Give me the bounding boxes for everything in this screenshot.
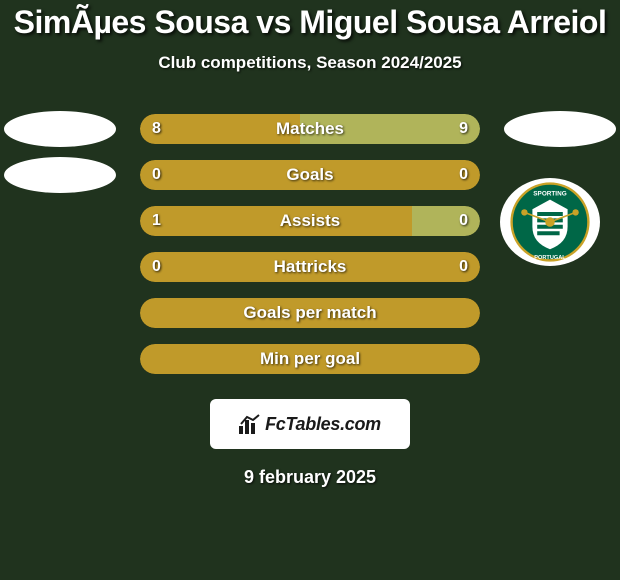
stat-value-left: 0 (152, 258, 161, 276)
content: SimÃµes Sousa vs Miguel Sousa Arreiol Cl… (0, 0, 620, 580)
fctables-icon (239, 414, 261, 434)
sporting-logo: SPORTING PORTUGAL (500, 178, 600, 266)
stat-value-right: 0 (459, 166, 468, 184)
stat-value-right: 0 (459, 258, 468, 276)
page-subtitle: Club competitions, Season 2024/2025 (158, 53, 461, 73)
stat-row: Min per goal (0, 343, 620, 375)
sporting-logo-svg: SPORTING PORTUGAL (510, 182, 590, 262)
stat-label: Min per goal (140, 349, 480, 369)
stat-value-right: 0 (459, 212, 468, 230)
svg-text:SPORTING: SPORTING (533, 191, 566, 198)
stat-label: Hattricks (140, 257, 480, 277)
stat-bar: Goals per match (140, 298, 480, 328)
fctables-badge: FcTables.com (210, 399, 410, 449)
stat-label: Assists (140, 211, 480, 231)
stat-value-right: 9 (459, 120, 468, 138)
fctables-label: FcTables.com (265, 414, 381, 435)
stat-label: Goals per match (140, 303, 480, 323)
stat-bar: Min per goal (140, 344, 480, 374)
stat-bar: Goals0 0 (140, 160, 480, 190)
stat-bar: Hattricks0 0 (140, 252, 480, 282)
stat-bar: Assists1 0 (140, 206, 480, 236)
player-left-ellipse (4, 157, 116, 193)
stat-label: Matches (140, 119, 480, 139)
stat-label: Goals (140, 165, 480, 185)
player-right-ellipse (504, 111, 616, 147)
stat-row: Matches8 9 (0, 113, 620, 145)
stat-bar: Matches8 9 (140, 114, 480, 144)
stat-value-left: 8 (152, 120, 161, 138)
stat-row: Goals per match (0, 297, 620, 329)
player-left-ellipse (4, 111, 116, 147)
stat-value-left: 1 (152, 212, 161, 230)
page-title: SimÃµes Sousa vs Miguel Sousa Arreiol (14, 4, 607, 41)
svg-text:PORTUGAL: PORTUGAL (534, 255, 566, 261)
stat-value-left: 0 (152, 166, 161, 184)
date: 9 february 2025 (244, 467, 376, 488)
